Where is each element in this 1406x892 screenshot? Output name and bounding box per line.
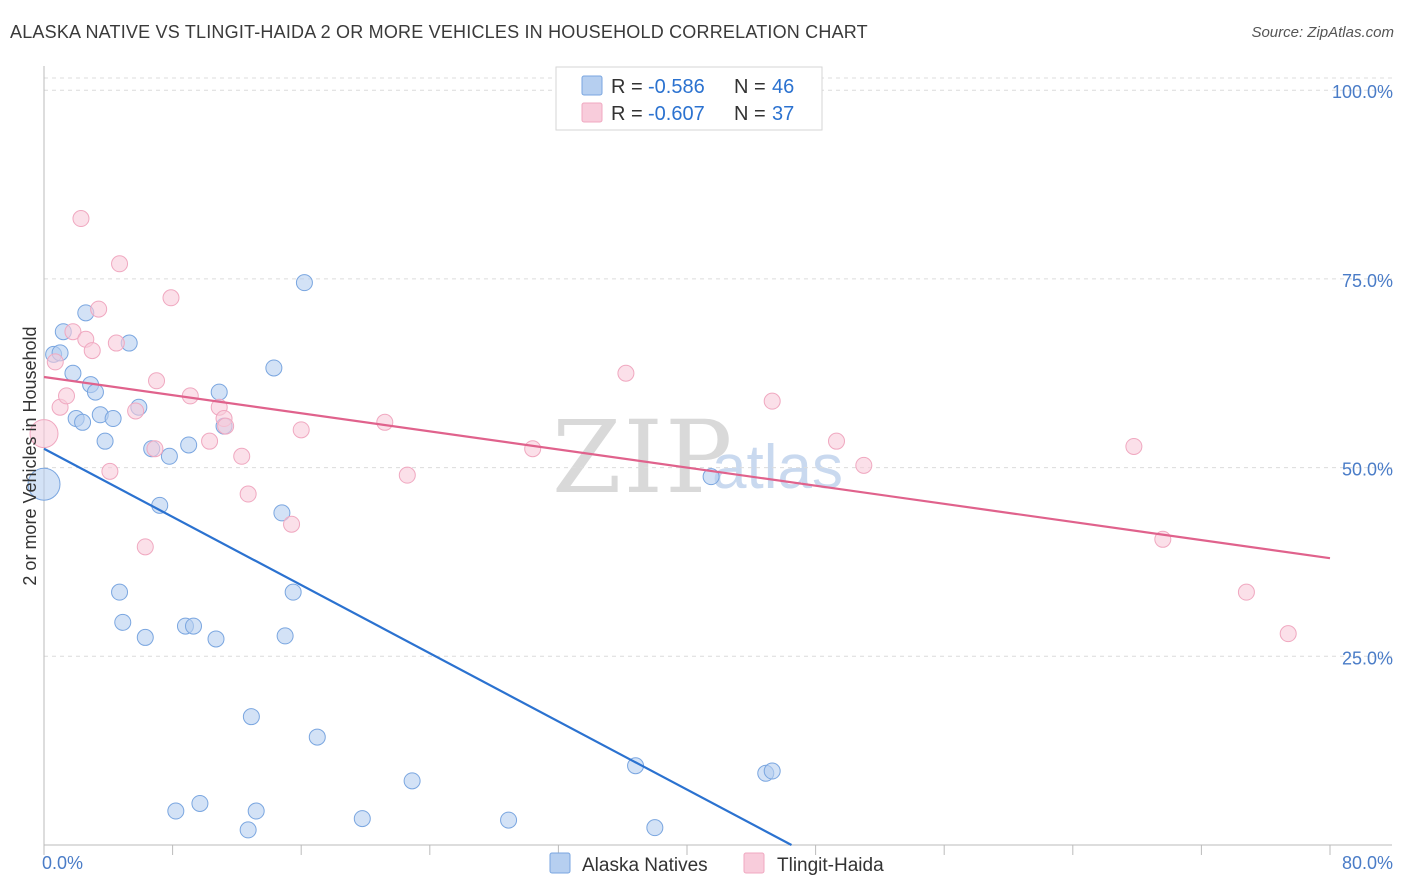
tick-labels: 25.0% 50.0% 75.0% 100.0% 0.0% 80.0% [42, 82, 1393, 873]
point-tlingit-haida-5 [72, 210, 90, 228]
bottom-legend-label-alaska-natives: Alaska Natives [582, 855, 708, 876]
point-tlingit-haida-12 [127, 402, 145, 420]
series-alaska-natives-points [27, 274, 781, 839]
trend-line-alaska-natives [43, 447, 793, 846]
chart-source: Source: ZipAtlas.com [1251, 24, 1394, 41]
point-tlingit-haida-30 [763, 392, 781, 410]
point-alaska-natives-22 [184, 617, 202, 635]
point-alaska-natives-26 [210, 383, 228, 401]
chart-title: ALASKA NATIVE VS TLINGIT-HAIDA 2 OR MORE… [10, 22, 868, 42]
point-alaska-natives-35 [295, 274, 313, 292]
point-alaska-natives-23 [180, 436, 198, 454]
point-tlingit-haida-14 [146, 440, 164, 458]
point-tlingit-haida-25 [292, 421, 310, 439]
point-alaska-natives-30 [247, 802, 265, 820]
point-alaska-natives-10 [96, 432, 114, 450]
point-tlingit-haida-32 [855, 456, 873, 474]
point-alaska-natives-25 [207, 630, 225, 648]
point-alaska-natives-20 [167, 802, 185, 820]
bottom-legend-swatch-tlingit-haida [743, 852, 765, 874]
trend-line-tlingit-haida [43, 375, 1331, 560]
legend-r-label-0: R = [611, 76, 643, 98]
point-tlingit-haida-33 [1125, 437, 1143, 455]
point-tlingit-haida-27 [398, 466, 416, 484]
bottom-legend-label-tlingit-haida: Tlingit-Haida [777, 855, 884, 876]
point-tlingit-haida-29 [617, 364, 635, 382]
point-alaska-natives-36 [308, 728, 326, 746]
legend-n-label-0: N = [734, 76, 766, 98]
legend-r-value-0: -0.586 [648, 76, 705, 98]
point-alaska-natives-24 [191, 794, 209, 812]
point-tlingit-haida-26 [376, 413, 394, 431]
series-tlingit-haida-points [29, 210, 1297, 643]
point-tlingit-haida-1 [46, 353, 64, 371]
point-alaska-natives-5 [74, 413, 92, 431]
point-alaska-natives-34 [284, 583, 302, 601]
point-alaska-natives-39 [500, 811, 518, 829]
point-alaska-natives-37 [353, 810, 371, 828]
point-tlingit-haida-24 [283, 515, 301, 533]
x-tick-label-0: 0.0% [42, 853, 83, 873]
point-tlingit-haida-23 [239, 485, 257, 503]
point-tlingit-haida-3 [58, 387, 76, 405]
bottom-legend-swatch-alaska-natives [549, 852, 571, 874]
point-tlingit-haida-13 [136, 538, 154, 556]
point-tlingit-haida-35 [1237, 583, 1255, 601]
point-alaska-natives-38 [403, 772, 421, 790]
legend-r-label-1: R = [611, 103, 643, 125]
point-alaska-natives-3 [64, 364, 82, 382]
point-alaska-natives-29 [242, 708, 260, 726]
point-tlingit-haida-28 [524, 440, 542, 458]
point-alaska-natives-31 [265, 359, 283, 377]
point-alaska-natives-12 [111, 583, 129, 601]
legend-swatch-alaska-natives [581, 75, 603, 96]
trend-lines [43, 375, 1331, 846]
point-tlingit-haida-0 [29, 419, 59, 449]
point-alaska-natives-28 [239, 821, 257, 839]
point-alaska-natives-0 [27, 467, 61, 501]
y-tick-label-2: 75.0% [1342, 271, 1393, 291]
point-alaska-natives-19 [160, 447, 178, 465]
gridlines [44, 77, 1392, 657]
point-tlingit-haida-21 [217, 417, 235, 435]
point-alaska-natives-8 [86, 383, 104, 401]
point-alaska-natives-41 [646, 819, 664, 837]
point-tlingit-haida-18 [201, 432, 219, 450]
point-tlingit-haida-8 [90, 300, 108, 318]
point-tlingit-haida-10 [107, 334, 125, 352]
point-tlingit-haida-36 [1279, 625, 1297, 643]
y-tick-label-1: 50.0% [1342, 460, 1393, 480]
axes [43, 66, 1392, 855]
legend-n-label-1: N = [734, 103, 766, 125]
point-tlingit-haida-31 [827, 432, 845, 450]
legend-n-value-0: 46 [772, 76, 794, 98]
watermark: ZIP atlas [552, 399, 843, 516]
point-tlingit-haida-11 [111, 255, 129, 273]
point-alaska-natives-13 [114, 613, 132, 631]
point-alaska-natives-44 [763, 762, 781, 780]
point-tlingit-haida-9 [101, 462, 119, 480]
y-axis-label: 2 or more Vehicles in Household [20, 326, 40, 585]
point-tlingit-haida-7 [83, 342, 101, 360]
watermark-zip: ZIP [552, 399, 734, 516]
point-tlingit-haida-15 [148, 372, 166, 390]
y-tick-label-0: 25.0% [1342, 648, 1393, 668]
point-tlingit-haida-22 [233, 447, 251, 465]
point-alaska-natives-16 [136, 628, 154, 646]
legend-n-value-1: 37 [772, 103, 794, 125]
point-alaska-natives-32 [273, 504, 291, 522]
x-tick-label-1: 80.0% [1342, 853, 1393, 873]
point-tlingit-haida-16 [162, 289, 180, 307]
bottom-legend: Alaska Natives Tlingit-Haida [549, 852, 884, 876]
point-alaska-natives-11 [104, 410, 122, 428]
legend-box: R = -0.586 N = 46 R = -0.607 N = 37 [555, 66, 823, 131]
legend-r-value-1: -0.607 [648, 103, 705, 125]
legend-swatch-tlingit-haida [581, 102, 603, 123]
point-alaska-natives-33 [276, 627, 294, 645]
point-tlingit-haida-4 [64, 323, 82, 341]
y-tick-label-3: 100.0% [1332, 82, 1393, 102]
